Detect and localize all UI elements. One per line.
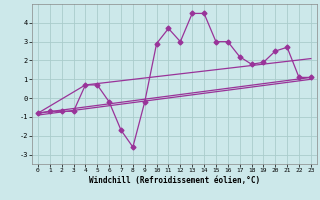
X-axis label: Windchill (Refroidissement éolien,°C): Windchill (Refroidissement éolien,°C) bbox=[89, 176, 260, 185]
